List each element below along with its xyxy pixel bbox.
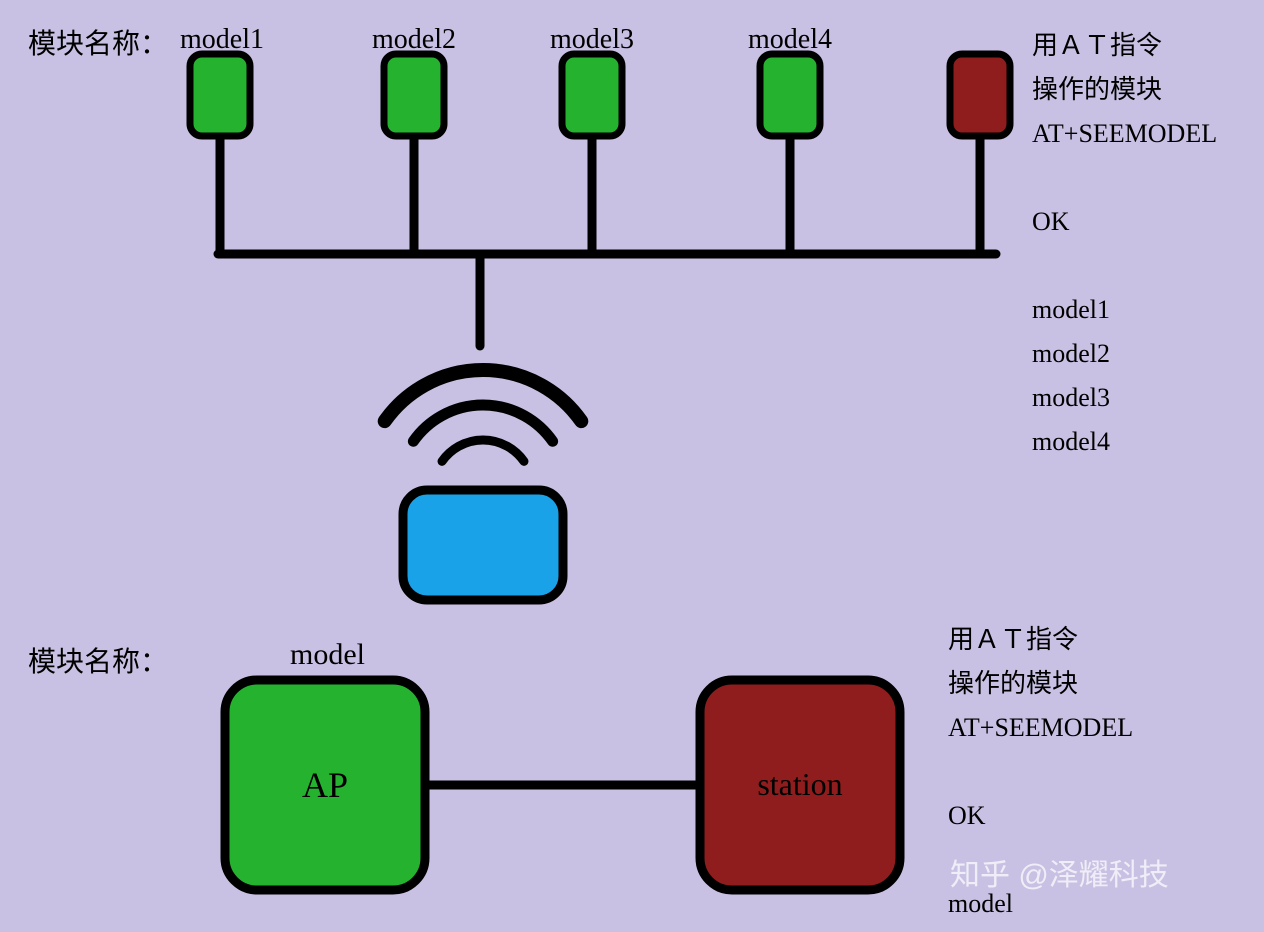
- ap-label: AP: [302, 765, 348, 805]
- side-bottom-line-2: AT+SEEMODEL: [948, 713, 1133, 742]
- watermark: 知乎 @泽耀科技: [950, 850, 1169, 894]
- module-label-2: model2: [372, 24, 456, 55]
- module-box-2: [384, 54, 444, 136]
- module-box-5: [950, 54, 1010, 136]
- side-bottom-line-4: OK: [948, 801, 986, 830]
- side-bottom-line-1: 操作的模块: [948, 669, 1078, 698]
- side-top-line-6: model1: [1032, 295, 1110, 324]
- side-top-line-7: model2: [1032, 339, 1110, 368]
- bottom-model-label: model: [290, 638, 365, 672]
- side-top-line-4: OK: [1032, 207, 1070, 236]
- module-label-4: model4: [748, 24, 832, 55]
- top-header-prefix-text: 模块名称：: [28, 29, 168, 60]
- side-top-line-1: 操作的模块: [1032, 75, 1162, 104]
- side-top-line-0: 用ＡＴ指令: [1032, 31, 1162, 60]
- diagram-canvas: model1model2model3model4APstation用ＡＴ指令操作…: [0, 0, 1264, 932]
- side-top-line-9: model4: [1032, 427, 1110, 456]
- station-label: station: [757, 766, 842, 802]
- side-bottom-line-0: 用ＡＴ指令: [948, 625, 1078, 654]
- side-top-line-2: AT+SEEMODEL: [1032, 119, 1217, 148]
- module-label-3: model3: [550, 24, 634, 55]
- module-box-3: [562, 54, 622, 136]
- bottom-header-prefix: 模块名称：: [28, 640, 168, 680]
- bottom-header-prefix-text: 模块名称：: [28, 647, 168, 678]
- module-label-1: model1: [180, 24, 264, 55]
- module-box-1: [190, 54, 250, 136]
- top-header-prefix: 模块名称：: [28, 22, 168, 62]
- module-box-4: [760, 54, 820, 136]
- side-top-line-8: model3: [1032, 383, 1110, 412]
- hub-box: [403, 490, 563, 600]
- watermark-text: 知乎 @泽耀科技: [950, 859, 1169, 892]
- bottom-model-label-text: model: [290, 638, 365, 671]
